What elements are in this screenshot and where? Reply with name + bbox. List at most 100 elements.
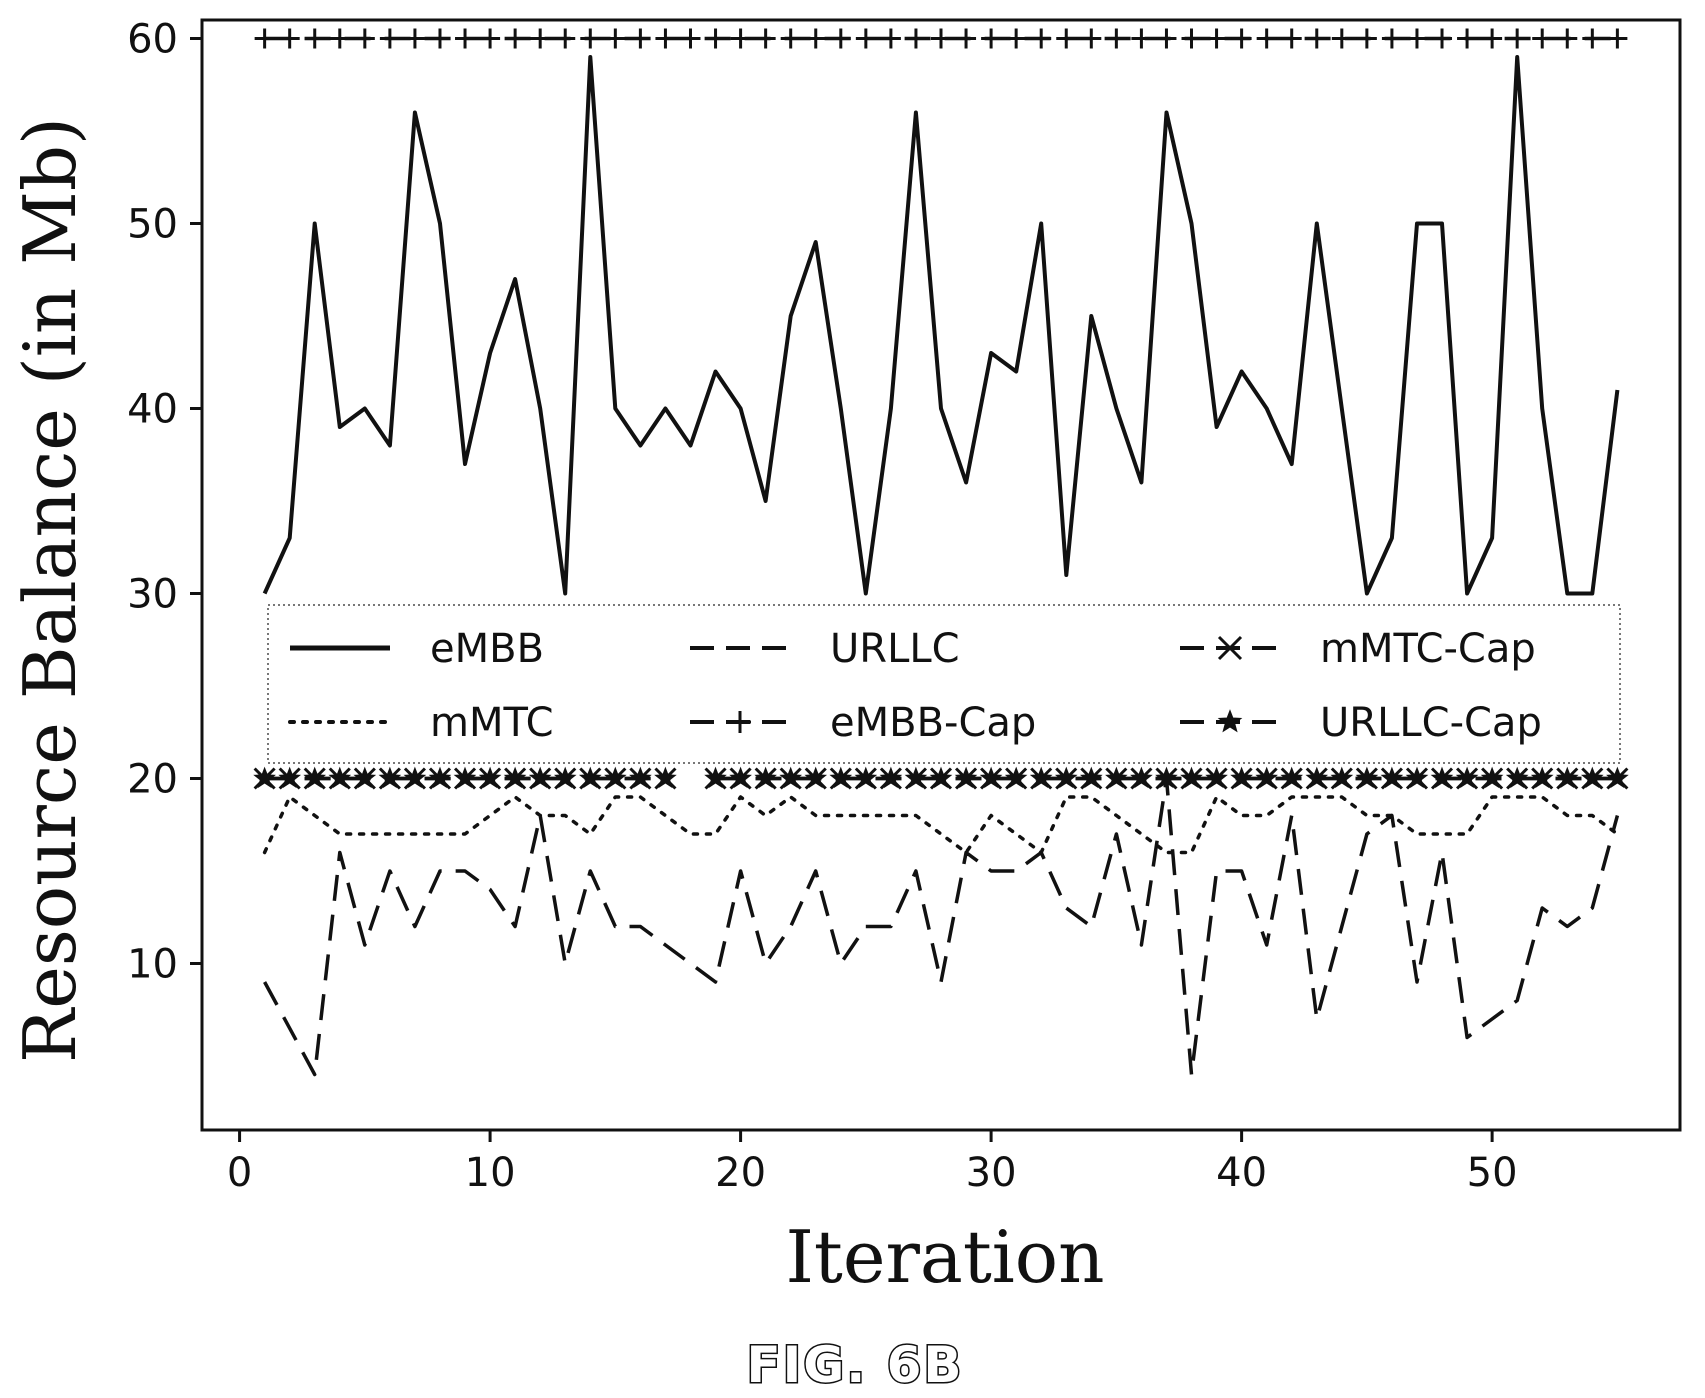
data-point-urllc-cap bbox=[829, 766, 853, 789]
data-point-urllc-cap bbox=[278, 766, 302, 789]
data-point-embb-cap bbox=[1006, 28, 1027, 49]
data-point-embb-cap bbox=[304, 28, 325, 49]
legend-marker-embb-cap bbox=[729, 711, 751, 733]
data-point-embb-cap bbox=[755, 28, 776, 49]
series-line-embb bbox=[262, 55, 1620, 596]
legend: eMBB URLLC mMTC-Cap mMTC eMBB-Cap URLLC-Cap bbox=[267, 604, 1621, 764]
data-point-embb-cap bbox=[1557, 28, 1578, 49]
data-point-embb-cap bbox=[830, 28, 851, 49]
data-point-urllc-cap bbox=[1405, 766, 1429, 789]
data-point-urllc-cap bbox=[1180, 766, 1203, 789]
data-point-embb-cap bbox=[329, 28, 350, 49]
series-urllc-cap bbox=[253, 766, 1629, 789]
data-point-urllc-cap bbox=[328, 766, 352, 789]
x-tick-label: 20 bbox=[715, 1150, 766, 1196]
data-point-urllc-cap bbox=[253, 766, 276, 789]
data-point-urllc-cap bbox=[1130, 766, 1153, 789]
data-point-urllc-cap bbox=[1029, 766, 1053, 789]
data-point-urllc-cap bbox=[1330, 766, 1354, 789]
data-point-embb-cap bbox=[254, 28, 275, 49]
data-point-embb-cap bbox=[1507, 28, 1528, 49]
data-point-urllc-cap bbox=[453, 766, 477, 789]
data-point-urllc-cap bbox=[378, 766, 402, 789]
legend-label-urllc: URLLC bbox=[830, 626, 960, 672]
legend-label-mmtc-cap: mMTC-Cap bbox=[1320, 626, 1536, 672]
data-point-urllc-cap bbox=[1455, 766, 1479, 789]
data-point-urllc-cap bbox=[1230, 766, 1253, 789]
series-embb-cap bbox=[254, 28, 1628, 49]
data-point-embb-cap bbox=[805, 28, 826, 49]
data-point-urllc-cap bbox=[1380, 766, 1404, 789]
data-point-urllc-cap bbox=[1079, 766, 1103, 789]
data-point-embb-cap bbox=[1406, 28, 1427, 49]
data-point-embb-cap bbox=[404, 28, 425, 49]
data-point-embb-cap bbox=[855, 28, 876, 49]
data-point-embb-cap bbox=[1106, 28, 1127, 49]
data-point-embb-cap bbox=[1457, 28, 1478, 49]
data-point-urllc-cap bbox=[528, 766, 552, 789]
figure-caption: FIG. 6B bbox=[746, 1336, 963, 1394]
data-point-urllc-cap bbox=[1505, 766, 1529, 789]
data-point-urllc-cap bbox=[804, 766, 828, 789]
y-tick-label: 40 bbox=[127, 387, 178, 433]
data-point-embb-cap bbox=[1231, 28, 1252, 49]
data-point-embb-cap bbox=[680, 28, 701, 49]
legend-marker-urllc-cap bbox=[1217, 709, 1243, 733]
data-point-urllc-cap bbox=[654, 766, 677, 789]
data-point-urllc-cap bbox=[1606, 766, 1629, 789]
plot-frame bbox=[200, 18, 1682, 1132]
data-point-urllc-cap bbox=[1430, 766, 1454, 789]
x-axis-label: Iteration bbox=[785, 1215, 1104, 1299]
data-point-urllc-cap bbox=[503, 766, 527, 789]
data-point-embb-cap bbox=[455, 28, 476, 49]
legend-label-mmtc: mMTC bbox=[430, 700, 554, 746]
y-tick-label: 20 bbox=[127, 757, 178, 803]
data-point-embb-cap bbox=[1582, 28, 1603, 49]
data-point-embb-cap bbox=[605, 28, 626, 49]
data-point-embb-cap bbox=[780, 28, 801, 49]
legend-item-urllc: URLLC bbox=[690, 626, 960, 672]
data-point-embb-cap bbox=[630, 28, 651, 49]
legend-label-embb: eMBB bbox=[430, 626, 544, 672]
series-mmtc bbox=[262, 795, 1620, 855]
data-point-embb-cap bbox=[730, 28, 751, 49]
data-point-urllc-cap bbox=[1355, 766, 1379, 789]
data-point-embb-cap bbox=[1256, 28, 1277, 49]
data-point-embb-cap bbox=[530, 28, 551, 49]
x-tick-label: 10 bbox=[465, 1150, 516, 1196]
data-point-embb-cap bbox=[1381, 28, 1402, 49]
data-point-urllc-cap bbox=[1530, 766, 1554, 789]
data-point-embb-cap bbox=[705, 28, 726, 49]
legend-item-embb-cap: eMBB-Cap bbox=[690, 700, 1036, 746]
x-tick-label: 30 bbox=[966, 1150, 1017, 1196]
y-axis-label: Resource Balance (in Mb) bbox=[8, 117, 92, 1063]
x-tick-label: 0 bbox=[227, 1150, 252, 1196]
data-point-urllc-cap bbox=[1205, 766, 1228, 789]
y-tick-label: 10 bbox=[127, 942, 178, 988]
data-point-urllc-cap bbox=[1004, 766, 1028, 789]
data-point-embb-cap bbox=[905, 28, 926, 49]
series-line-mmtc bbox=[262, 795, 1620, 855]
legend-label-urllc-cap: URLLC-Cap bbox=[1320, 700, 1542, 746]
data-point-urllc-cap bbox=[754, 766, 777, 789]
data-point-embb-cap bbox=[555, 28, 576, 49]
data-point-urllc-cap bbox=[704, 766, 727, 789]
data-point-embb-cap bbox=[931, 28, 951, 49]
data-point-embb-cap bbox=[1131, 28, 1152, 49]
legend-item-embb: eMBB bbox=[290, 626, 544, 672]
data-point-urllc-cap bbox=[1480, 766, 1504, 789]
data-point-urllc-cap bbox=[403, 766, 427, 789]
series-line-urllc bbox=[263, 776, 1620, 1077]
y-tick-label: 50 bbox=[127, 202, 178, 248]
data-point-urllc-cap bbox=[879, 766, 903, 789]
data-point-embb-cap bbox=[1156, 28, 1177, 49]
data-point-urllc-cap bbox=[904, 766, 928, 789]
data-point-urllc-cap bbox=[303, 766, 327, 789]
series-urllc bbox=[263, 776, 1620, 1077]
data-point-urllc-cap bbox=[353, 766, 377, 789]
data-point-embb-cap bbox=[1181, 28, 1202, 49]
legend-marker-mmtc-cap bbox=[1217, 635, 1243, 661]
legend-item-urllc-cap: URLLC-Cap bbox=[1180, 700, 1542, 746]
data-point-embb-cap bbox=[1081, 28, 1102, 49]
